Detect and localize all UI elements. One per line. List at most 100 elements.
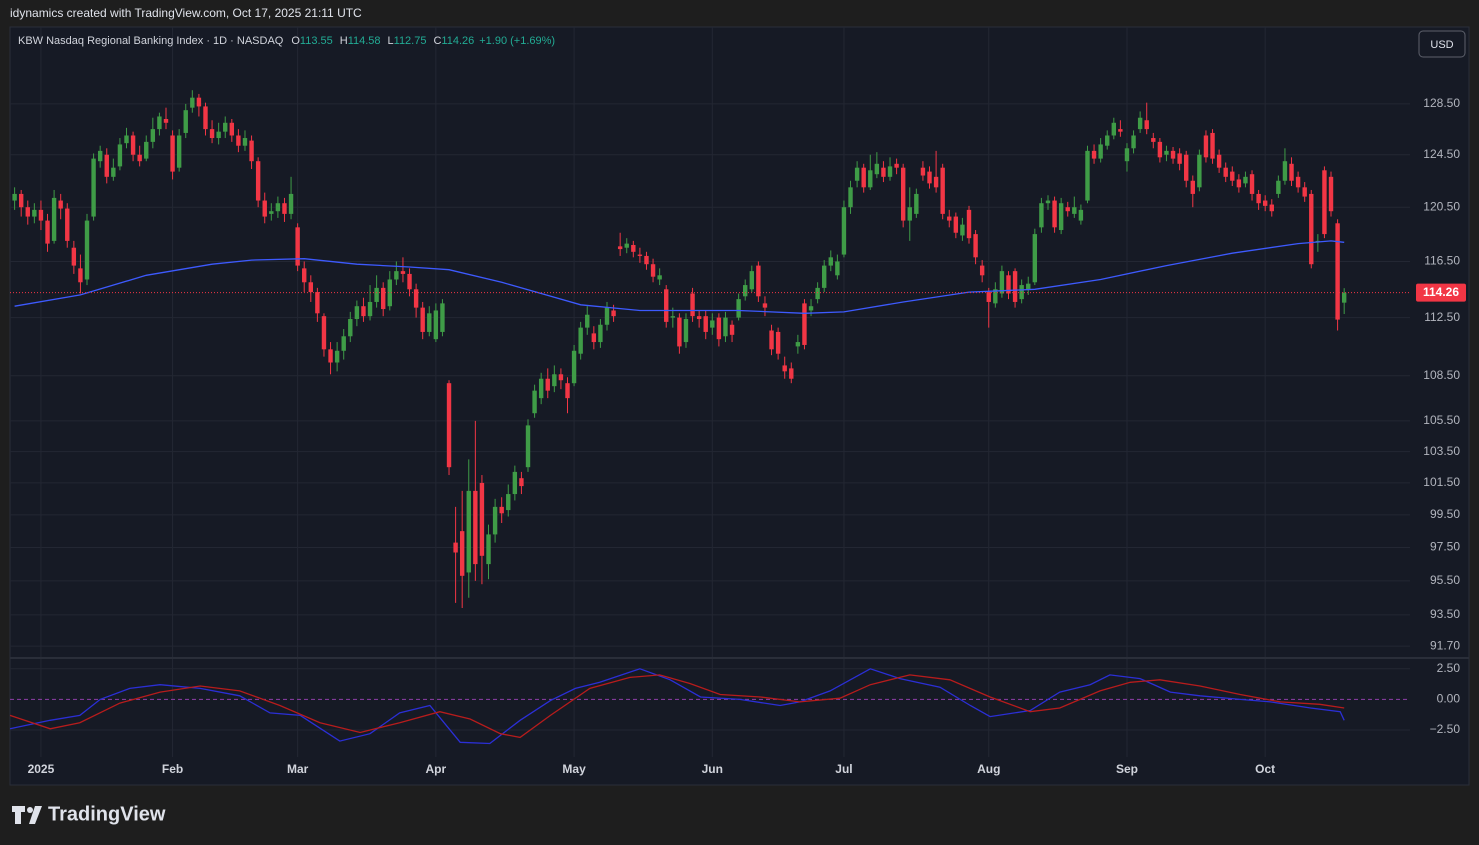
candle-body <box>367 301 373 317</box>
candle-body <box>795 342 801 347</box>
candle-body <box>953 216 959 233</box>
candle-body <box>32 209 37 217</box>
candle-body <box>506 494 511 511</box>
candle-body <box>269 211 274 214</box>
candle-body <box>894 163 899 168</box>
candle-body <box>308 282 313 293</box>
candle-body <box>683 319 689 343</box>
candle-body <box>65 208 70 241</box>
y-tick-label: 93.50 <box>1430 607 1460 621</box>
currency-button[interactable] <box>1418 30 1466 58</box>
candle-body <box>670 316 676 318</box>
y-tick-label: 116.50 <box>1424 254 1460 268</box>
brand: TradingView <box>48 803 166 825</box>
candle-body <box>1243 176 1248 184</box>
candle-body <box>1098 144 1103 159</box>
candle-body <box>979 265 985 276</box>
y-tick-label: 124.50 <box>1423 147 1460 161</box>
x-tick-label: Jul <box>835 762 852 776</box>
candle-body <box>262 200 267 217</box>
candle-body <box>341 336 346 351</box>
y-tick-label: 91.70 <box>1430 638 1460 652</box>
candle-body <box>1170 150 1176 159</box>
candle-body <box>775 331 781 354</box>
candle-body <box>644 255 649 265</box>
candle-body <box>802 303 807 345</box>
change: +1.90 (+1.69%) <box>479 35 555 47</box>
candle-body <box>710 320 715 328</box>
candle-body <box>512 471 518 495</box>
candle-body <box>334 350 340 363</box>
candle-body <box>354 306 360 320</box>
x-tick-label: May <box>562 762 586 776</box>
candle-body <box>446 383 452 468</box>
candle-body <box>275 203 281 212</box>
candle-body <box>1335 223 1340 320</box>
candle-body <box>1085 150 1090 201</box>
candle-body <box>1164 150 1169 155</box>
candle-body <box>282 203 287 214</box>
candle-body <box>1131 135 1136 149</box>
candle-body <box>835 261 840 276</box>
candle-body <box>1322 170 1327 235</box>
y-tick-label: 0.00 <box>1437 692 1461 706</box>
chart-panel <box>9 26 1470 786</box>
candle-body <box>223 122 228 132</box>
candle-body <box>459 531 465 576</box>
candle-body <box>84 220 90 280</box>
ohlc-value: 113.55 <box>300 35 333 47</box>
candle-body <box>1302 187 1307 197</box>
candle-body <box>565 383 570 399</box>
candle-body <box>861 167 866 188</box>
ohlc-value: 114.26 <box>441 35 474 47</box>
candle-body <box>552 374 557 387</box>
candle-body <box>387 279 392 307</box>
candle-body <box>940 167 945 214</box>
candle-body <box>473 490 478 565</box>
candle-body <box>1256 193 1261 204</box>
candle-body <box>664 289 669 322</box>
candle-body <box>716 317 722 340</box>
candle-body <box>1111 122 1117 136</box>
candle-body <box>558 374 564 381</box>
candle-body <box>868 170 873 188</box>
candle-body <box>486 534 491 565</box>
candle-body <box>808 306 814 311</box>
candle-body <box>782 365 787 372</box>
candle-body <box>163 118 169 123</box>
candle-body <box>854 167 860 181</box>
candle-body <box>914 193 919 214</box>
candle-body <box>12 193 17 201</box>
candle-body <box>519 478 524 487</box>
candle-body <box>1157 141 1163 158</box>
ohlc-key: L <box>388 35 394 47</box>
candle-body <box>598 324 603 343</box>
candle-body <box>696 316 702 320</box>
candle-body <box>993 289 998 304</box>
candle-body <box>196 97 202 107</box>
candle-body <box>1032 234 1038 283</box>
candle-body <box>361 306 366 317</box>
candle-body <box>1065 207 1070 212</box>
candle-body <box>183 110 188 133</box>
y-tick-label: 2.50 <box>1437 661 1461 675</box>
x-tick-label: Oct <box>1255 762 1275 776</box>
candle-body <box>933 176 939 188</box>
ohlc-key: H <box>340 35 348 47</box>
candle-body <box>1295 176 1301 188</box>
candle-body <box>433 310 439 340</box>
candle-body <box>927 171 932 184</box>
candle-body <box>1230 171 1235 181</box>
candle-body <box>150 129 156 142</box>
candle-body <box>1309 193 1314 265</box>
candle-body <box>887 166 893 177</box>
candle-body <box>51 197 57 241</box>
candle-body <box>1137 117 1143 130</box>
x-tick-label: Sep <box>1116 762 1138 776</box>
candle-body <box>78 268 83 283</box>
line <box>9 674 1345 739</box>
candle-body <box>1012 271 1018 302</box>
candle-body <box>190 97 195 108</box>
candle-body <box>236 135 241 146</box>
